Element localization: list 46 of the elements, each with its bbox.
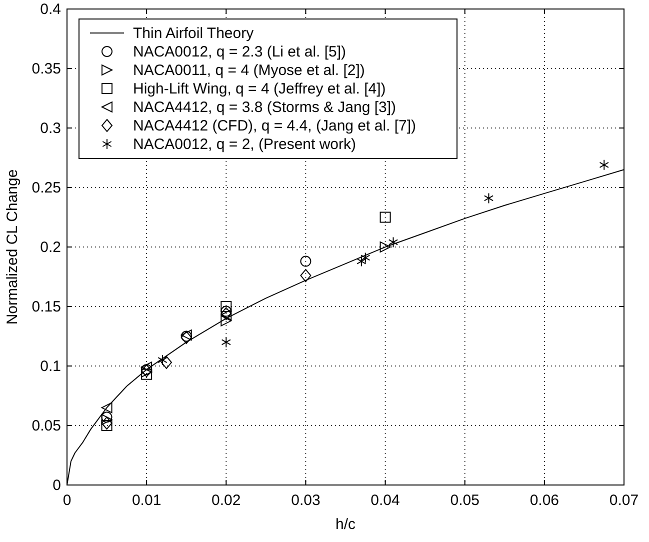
y-axis-title: Normalized CL Change (4, 169, 21, 325)
point (300, 269, 312, 282)
legend-label: NACA0012, q = 2, (Present work) (133, 136, 356, 153)
x-axis-title: h/c (335, 516, 356, 533)
point (360, 252, 370, 264)
point (220, 301, 232, 312)
point (220, 306, 232, 317)
point (380, 242, 391, 252)
y-tick-label: 0.1 (40, 358, 61, 375)
y-tick-label: 0.25 (32, 180, 61, 196)
point (141, 368, 152, 380)
point (158, 354, 168, 366)
point (356, 256, 366, 267)
legend-label: NACA4412, q = 3.8 (Storms & Jang [3]) (133, 99, 396, 116)
y-tick-label: 0.3 (40, 120, 61, 137)
x-tick-label: 0.01 (132, 492, 162, 509)
x-tick-label: 0 (62, 492, 72, 509)
point (221, 336, 231, 348)
point (380, 212, 391, 223)
y-tick-label: 0.2 (40, 239, 61, 256)
y-tick-label: 0.15 (32, 298, 61, 316)
point (101, 412, 112, 423)
point (101, 416, 112, 430)
y-tick-label: 0.4 (40, 1, 61, 18)
y-tick-label: 0 (52, 477, 61, 494)
x-tick-label: 0.04 (370, 492, 400, 509)
point (220, 315, 232, 326)
point (300, 256, 312, 267)
point (599, 159, 609, 170)
x-tick-label: 0.05 (450, 492, 480, 509)
point (101, 402, 112, 414)
point (388, 236, 398, 248)
legend-label: NACA4412 (CFD), q = 4.4, (Jang et al. [7]) (133, 118, 416, 134)
x-tick-label: 0.07 (609, 492, 639, 509)
point (160, 356, 172, 369)
point (484, 192, 494, 204)
legend-label: Thin Airfoil Theory (133, 25, 254, 42)
y-tick-label: 0.05 (32, 418, 61, 434)
y-tick-label: 0.35 (32, 60, 61, 78)
legend-label: High-Lift Wing, q = 4 (Jeffrey et al. [4]) (133, 80, 386, 98)
point (101, 420, 112, 431)
legend-label: NACA0012, q = 2.3 (Li et al. [5]) (133, 44, 346, 60)
x-tick-label: 0.02 (212, 492, 241, 509)
x-tick-label: 0.03 (291, 492, 320, 509)
legend-label: NACA0011, q = 4 (Myose et al. [2]) (133, 62, 365, 79)
x-tick-label: 0.06 (530, 492, 560, 509)
